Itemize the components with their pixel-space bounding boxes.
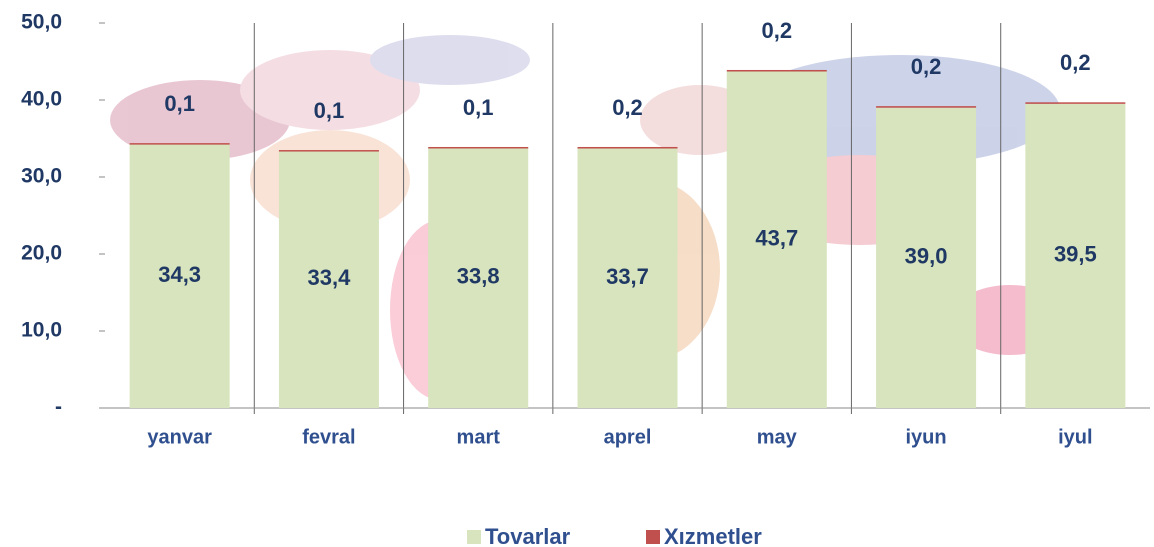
bar-segment <box>876 107 977 408</box>
value-label: 39,5 <box>1054 242 1097 267</box>
bar-segment <box>278 150 379 152</box>
x-tick-label: iyul <box>1058 426 1092 448</box>
y-tick-label: 50,0 <box>21 11 62 34</box>
x-tick-label: may <box>757 426 798 448</box>
bar-segment <box>129 143 230 408</box>
bar-segment <box>278 150 379 408</box>
value-label: 33,4 <box>308 265 352 290</box>
x-tick-label: mart <box>457 426 501 448</box>
value-label: 33,8 <box>457 264 500 289</box>
bar-segment <box>577 148 678 408</box>
value-label: 0,1 <box>164 91 195 116</box>
bar-segment <box>1025 102 1126 104</box>
value-label: 0,2 <box>612 95 643 120</box>
bar-segment <box>577 146 678 149</box>
value-label: 0,2 <box>911 54 942 79</box>
y-tick-label: 20,0 <box>21 242 62 265</box>
value-label: 0,1 <box>314 98 345 123</box>
value-label: 0,2 <box>1060 50 1091 75</box>
legend-label: Tovarlar <box>485 524 571 547</box>
legend-swatch <box>467 530 481 544</box>
bar-segment <box>129 143 230 145</box>
y-tick-label: - <box>55 396 62 419</box>
value-label: 33,7 <box>606 264 649 289</box>
value-label: 39,0 <box>905 244 948 269</box>
bar-segment <box>1025 103 1126 408</box>
y-tick-label: 30,0 <box>21 165 62 188</box>
bar-segment <box>428 147 529 409</box>
y-tick-label: 10,0 <box>21 319 62 342</box>
value-label: 0,1 <box>463 95 494 120</box>
value-label: 34,3 <box>158 262 201 287</box>
x-tick-label: yanvar <box>147 426 212 448</box>
y-tick-label: 40,0 <box>21 88 62 111</box>
value-label: 43,7 <box>755 226 798 251</box>
bar-segment <box>876 106 977 108</box>
bar-segment <box>726 69 827 72</box>
x-tick-label: fevral <box>302 426 355 448</box>
value-label: 0,2 <box>761 18 792 43</box>
bar-segment <box>428 146 529 149</box>
legend-swatch <box>646 530 660 544</box>
x-tick-label: aprel <box>604 426 652 448</box>
x-tick-label: iyun <box>906 426 947 448</box>
legend-label: Xızmetler <box>664 524 762 547</box>
bar-segment <box>726 71 827 408</box>
